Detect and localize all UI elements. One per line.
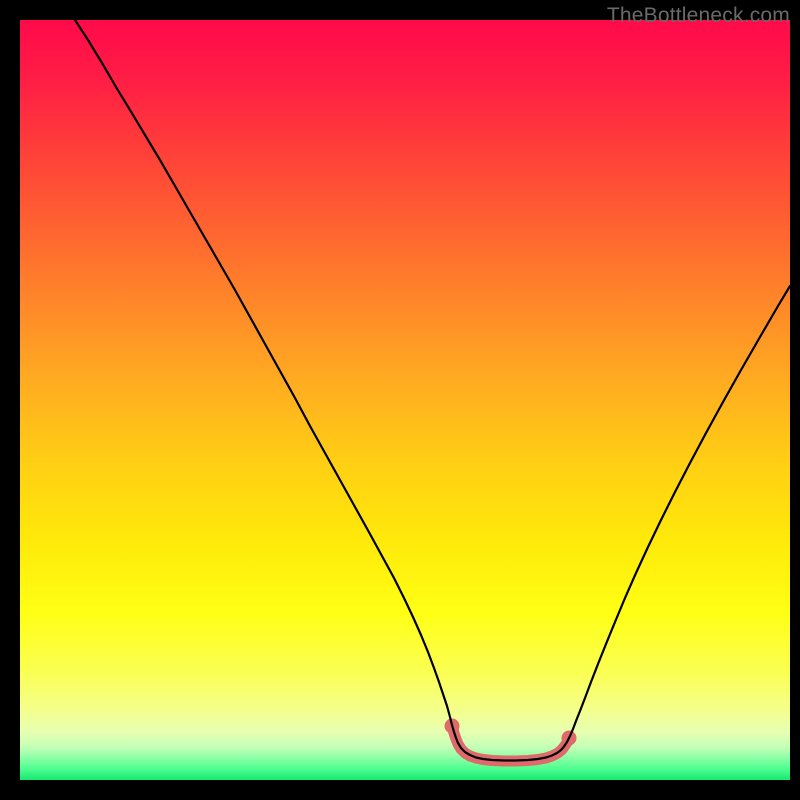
- curve-layer: [20, 20, 790, 780]
- frame-border-bottom: [0, 780, 800, 800]
- main-curve-line: [75, 20, 790, 761]
- trough-endcaps: [445, 719, 577, 746]
- plot-area: [20, 20, 790, 780]
- frame-border-right: [790, 0, 800, 800]
- watermark-text: TheBottleneck.com: [607, 4, 790, 28]
- frame-border-left: [0, 0, 20, 800]
- chart-frame: TheBottleneck.com: [0, 0, 800, 800]
